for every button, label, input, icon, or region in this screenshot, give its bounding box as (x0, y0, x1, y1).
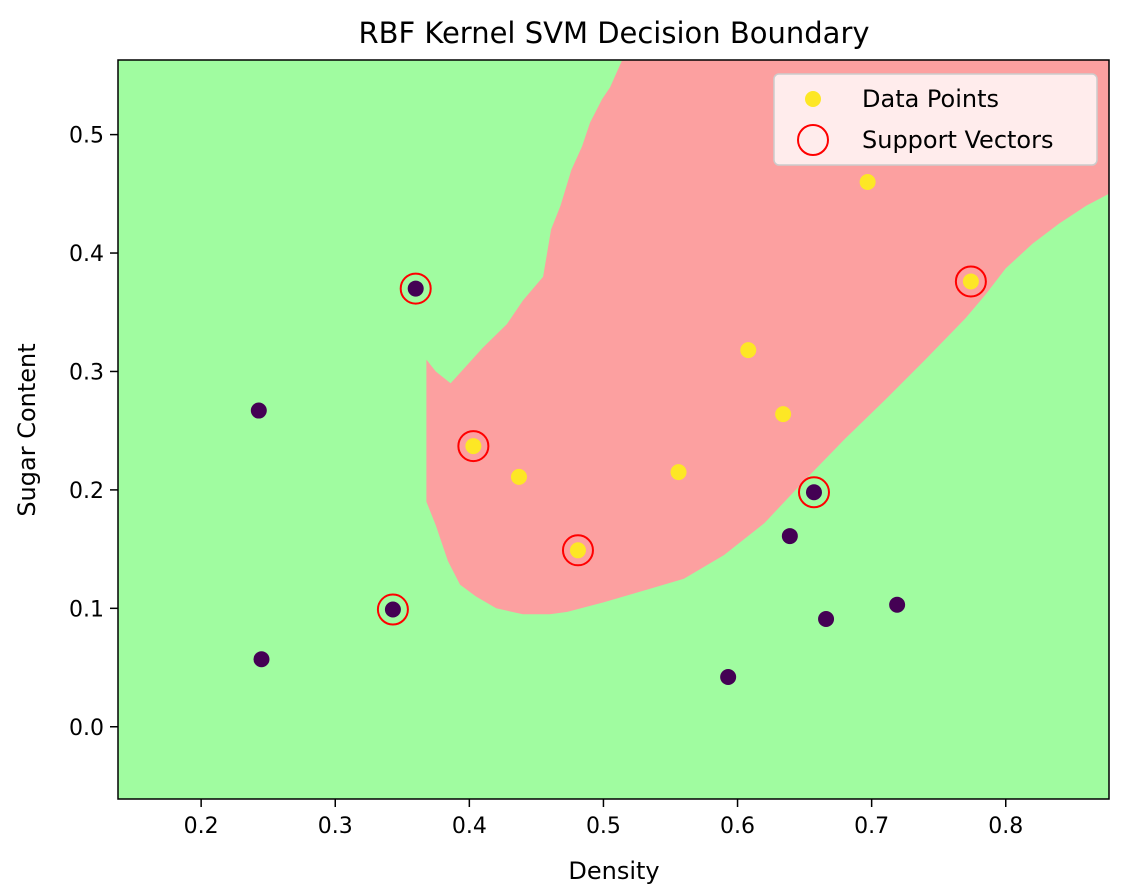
plot-area (118, 60, 1109, 799)
data-point-class-1 (740, 342, 757, 359)
y-tick-label: 0.5 (69, 124, 104, 149)
x-axis-label: Density (568, 857, 659, 885)
data-point-class-1 (569, 542, 586, 559)
data-point-class-0 (720, 669, 737, 686)
y-axis-label: Sugar Content (13, 343, 41, 516)
data-point-class-0 (384, 601, 401, 618)
x-tick-label: 0.3 (318, 814, 353, 839)
legend-data-points-marker (805, 91, 821, 107)
data-point-class-1 (465, 438, 482, 455)
data-point-class-1 (670, 464, 687, 481)
data-points-layer (250, 173, 979, 686)
y-tick-label: 0.4 (69, 242, 104, 267)
data-point-class-1 (775, 406, 792, 423)
y-tick-label: 0.0 (69, 716, 104, 741)
support-vector-marker (797, 476, 830, 509)
y-axis-ticks: 0.0 0.1 0.2 0.3 0.4 0.5 (69, 124, 118, 741)
x-tick-label: 0.8 (988, 814, 1023, 839)
data-point-class-0 (250, 402, 267, 419)
data-point-class-0 (805, 484, 822, 501)
x-axis-ticks: 0.2 0.3 0.4 0.5 0.6 0.7 0.8 (184, 799, 1023, 839)
legend-support-vectors-label: Support Vectors (862, 126, 1053, 154)
legend: Data Points Support Vectors (773, 73, 1098, 166)
x-tick-label: 0.2 (184, 814, 219, 839)
chart-title: RBF Kernel SVM Decision Boundary (358, 16, 869, 50)
legend-box (773, 73, 1098, 166)
support-vector-marker (954, 265, 987, 298)
plot-frame (117, 59, 1110, 800)
data-point-class-0 (253, 651, 270, 668)
support-vectors-layer (376, 265, 987, 626)
positive-class-region (426, 60, 1109, 615)
data-point-class-0 (781, 528, 798, 545)
data-point-class-0 (818, 610, 835, 627)
data-point-class-1 (962, 273, 979, 290)
x-tick-label: 0.6 (720, 814, 755, 839)
support-vector-marker (561, 534, 594, 567)
support-vector-marker (399, 272, 432, 305)
y-tick-label: 0.2 (69, 479, 104, 504)
x-tick-label: 0.4 (452, 814, 487, 839)
legend-data-points-label: Data Points (862, 85, 999, 113)
x-tick-label: 0.5 (586, 814, 621, 839)
data-point-class-1 (859, 173, 876, 190)
data-point-class-0 (407, 280, 424, 297)
x-tick-label: 0.7 (854, 814, 889, 839)
y-tick-label: 0.1 (69, 597, 104, 622)
data-point-class-0 (889, 596, 906, 613)
support-vector-marker (457, 430, 490, 463)
y-tick-label: 0.3 (69, 360, 104, 385)
support-vector-marker (376, 593, 409, 626)
legend-support-vectors-marker (797, 124, 829, 156)
data-point-class-1 (510, 468, 527, 485)
